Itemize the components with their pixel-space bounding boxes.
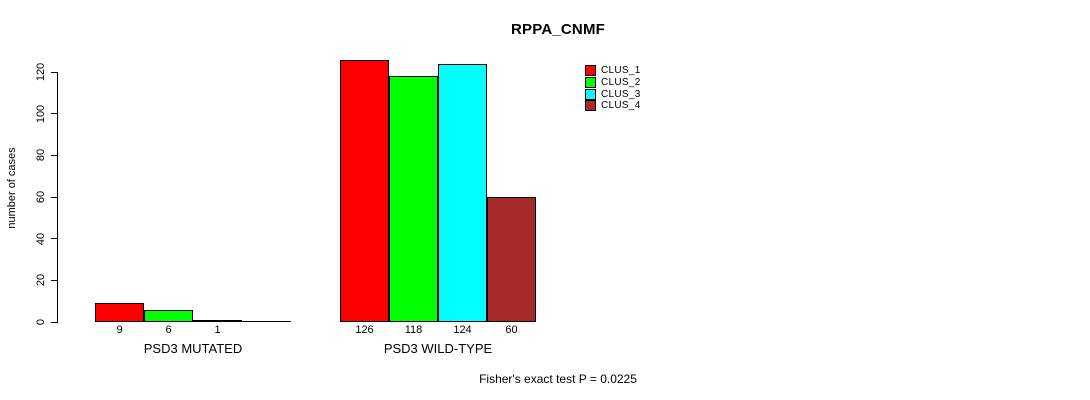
y-tick-label: 100 bbox=[35, 104, 47, 123]
y-tick bbox=[51, 113, 57, 115]
legend-swatch-icon bbox=[585, 77, 596, 89]
legend-swatch-icon bbox=[585, 88, 596, 100]
bar-value-label: 1 bbox=[214, 324, 221, 336]
legend-swatch-icon bbox=[585, 65, 596, 77]
y-tick bbox=[51, 196, 57, 198]
legend-swatch-icon bbox=[585, 100, 596, 112]
bar-clus_3 bbox=[193, 319, 242, 322]
legend-item: CLUS_3 bbox=[585, 88, 641, 100]
legend-label: CLUS_2 bbox=[601, 77, 641, 89]
bar-value-label: 126 bbox=[355, 324, 374, 336]
y-tick bbox=[51, 71, 57, 73]
bar-clus_1 bbox=[340, 59, 389, 322]
y-tick bbox=[51, 238, 57, 240]
fisher-test-annotation: Fisher's exact test P = 0.0225 bbox=[479, 372, 637, 386]
legend-item: CLUS_1 bbox=[585, 65, 641, 77]
bar-value-label: 118 bbox=[404, 324, 423, 336]
x-group-label: PSD3 MUTATED bbox=[143, 341, 243, 356]
y-axis-line bbox=[57, 72, 58, 323]
legend-label: CLUS_3 bbox=[601, 88, 641, 100]
x-group-label: PSD3 WILD-TYPE bbox=[383, 341, 493, 356]
bar-clus_1 bbox=[95, 303, 144, 322]
y-tick-label: 120 bbox=[35, 62, 47, 82]
legend-label: CLUS_4 bbox=[601, 100, 641, 112]
bar-value-label: 6 bbox=[165, 324, 172, 336]
legend-item: CLUS_4 bbox=[585, 100, 641, 112]
y-tick bbox=[51, 279, 57, 281]
y-tick-label: 40 bbox=[35, 232, 47, 245]
legend: CLUS_1 CLUS_2 CLUS_3 CLUS_4 bbox=[585, 65, 641, 112]
bar-value-label: 60 bbox=[505, 324, 518, 336]
y-tick-label: 20 bbox=[35, 274, 47, 287]
bar-clus_2 bbox=[389, 76, 438, 322]
bar-value-label: 9 bbox=[116, 324, 123, 336]
bar-value-label: 124 bbox=[453, 324, 472, 336]
bar-clus_2 bbox=[144, 309, 193, 322]
y-axis-title: number of cases bbox=[6, 147, 18, 229]
y-tick-label: 80 bbox=[35, 149, 47, 162]
bar-clus_4 bbox=[242, 321, 291, 322]
legend-label: CLUS_1 bbox=[601, 65, 641, 77]
bar-clus_3 bbox=[438, 63, 487, 322]
chart-title: RPPA_CNMF bbox=[510, 21, 606, 38]
y-tick-label: 0 bbox=[35, 318, 47, 326]
legend-item: CLUS_2 bbox=[585, 77, 641, 89]
y-tick bbox=[51, 321, 57, 323]
bar-clus_4 bbox=[487, 197, 536, 322]
y-tick-label: 60 bbox=[35, 190, 47, 204]
y-tick bbox=[51, 154, 57, 156]
